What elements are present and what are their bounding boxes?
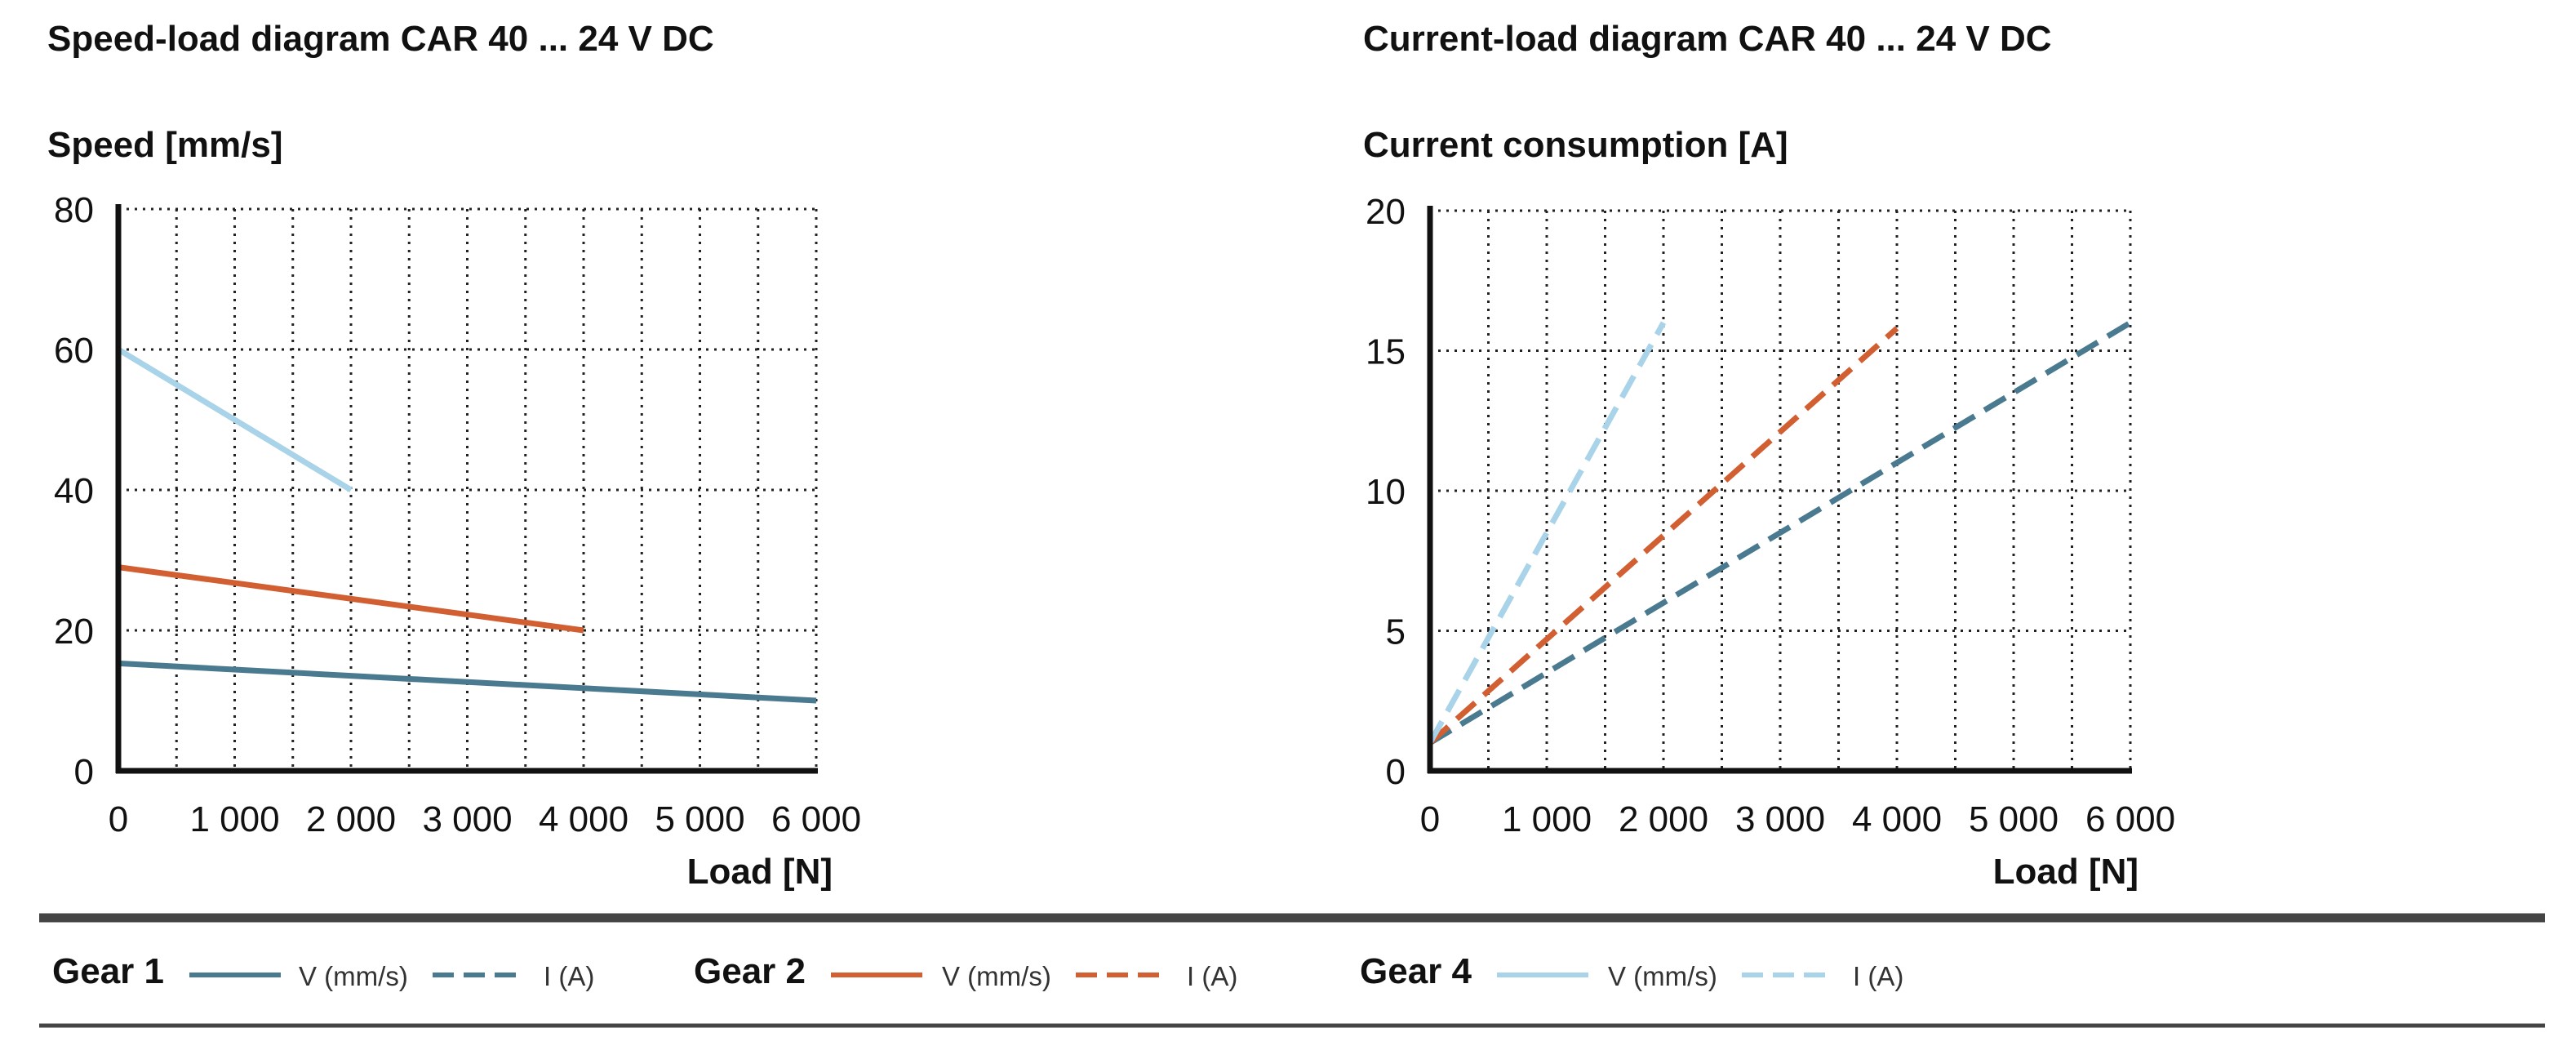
series-line: [118, 660, 817, 704]
legend-group-gear1: Gear 1 V (mm/s) I (A): [52, 951, 594, 991]
y-tick-label: 0: [1386, 752, 1406, 792]
x-tick-label: 5 000: [1969, 799, 2059, 839]
x-tick-label: 5 000: [655, 799, 744, 839]
series-line: [1428, 320, 2132, 746]
chart2-gridlines: [1430, 209, 2132, 771]
chart1-title: Speed-load diagram CAR 40 ... 24 V DC: [47, 19, 714, 59]
chart2-x-axis-label: Load [N]: [1993, 852, 2139, 892]
x-tick-label: 1 000: [1502, 799, 1592, 839]
series-line: [1427, 321, 1667, 745]
chart1-series: [117, 347, 817, 704]
x-tick-label: 4 000: [1852, 799, 1942, 839]
chart1-y-ticks: 0 20 40 60 80: [54, 190, 94, 792]
x-tick-label: 0: [1420, 799, 1440, 839]
x-tick-label: 3 000: [422, 799, 512, 839]
chart1-gridlines: [118, 207, 818, 771]
legend-gear2-i-label: I (A): [1187, 961, 1237, 991]
x-tick-label: 0: [109, 799, 128, 839]
legend-gear4-v-label: V (mm/s): [1608, 961, 1717, 991]
y-tick-label: 15: [1366, 332, 1406, 372]
y-tick-label: 80: [54, 190, 94, 230]
chart2-y-axis-label: Current consumption [A]: [1363, 125, 1788, 165]
x-tick-label: 3 000: [1735, 799, 1825, 839]
y-tick-label: 60: [54, 331, 94, 371]
y-tick-label: 40: [54, 471, 94, 511]
y-tick-label: 5: [1386, 612, 1406, 652]
legend-gear1-label: Gear 1: [52, 951, 164, 991]
chart2-y-ticks: 0 5 10 15 20: [1366, 192, 1406, 792]
x-tick-label: 2 000: [306, 799, 396, 839]
chart2-series: [1427, 320, 2132, 746]
x-tick-label: 2 000: [1619, 799, 1708, 839]
legend-group-gear2: Gear 2 V (mm/s) I (A): [694, 951, 1237, 991]
x-tick-label: 1 000: [189, 799, 279, 839]
speed-load-chart: Speed-load diagram CAR 40 ... 24 V DC Sp…: [47, 19, 861, 892]
chart1-x-axis-label: Load [N]: [687, 852, 833, 892]
series-line: [117, 347, 353, 492]
chart2-axes: [1427, 206, 2132, 774]
chart2-title: Current-load diagram CAR 40 ... 24 V DC: [1363, 19, 2052, 59]
series-line: [118, 564, 584, 634]
chart1-y-axis-label: Speed [mm/s]: [47, 125, 283, 165]
legend-gear1-i-label: I (A): [544, 961, 594, 991]
chart2-x-ticks: 0 1 000 2 000 3 000 4 000 5 000 6 000: [1420, 799, 2175, 839]
series-line: [1428, 326, 1899, 746]
x-tick-label: 4 000: [539, 799, 628, 839]
y-tick-label: 10: [1366, 472, 1406, 512]
legend-gear1-v-label: V (mm/s): [299, 961, 408, 991]
legend-group-gear4: Gear 4 V (mm/s) I (A): [1360, 951, 1903, 991]
legend: Gear 1 V (mm/s) I (A) Gear 2 V (mm/s) I …: [39, 913, 2545, 1028]
legend-gear4-i-label: I (A): [1853, 961, 1903, 991]
y-tick-label: 20: [1366, 192, 1406, 232]
current-load-chart: Current-load diagram CAR 40 ... 24 V DC …: [1363, 19, 2175, 892]
chart1-axes: [115, 204, 818, 774]
legend-gear2-label: Gear 2: [694, 951, 806, 991]
legend-gear2-v-label: V (mm/s): [942, 961, 1051, 991]
y-tick-label: 0: [74, 752, 94, 792]
x-tick-label: 6 000: [771, 799, 861, 839]
x-tick-label: 6 000: [2085, 799, 2175, 839]
chart1-x-ticks: 0 1 000 2 000 3 000 4 000 5 000 6 000: [109, 799, 861, 839]
legend-gear4-label: Gear 4: [1360, 951, 1472, 991]
y-tick-label: 20: [54, 612, 94, 652]
